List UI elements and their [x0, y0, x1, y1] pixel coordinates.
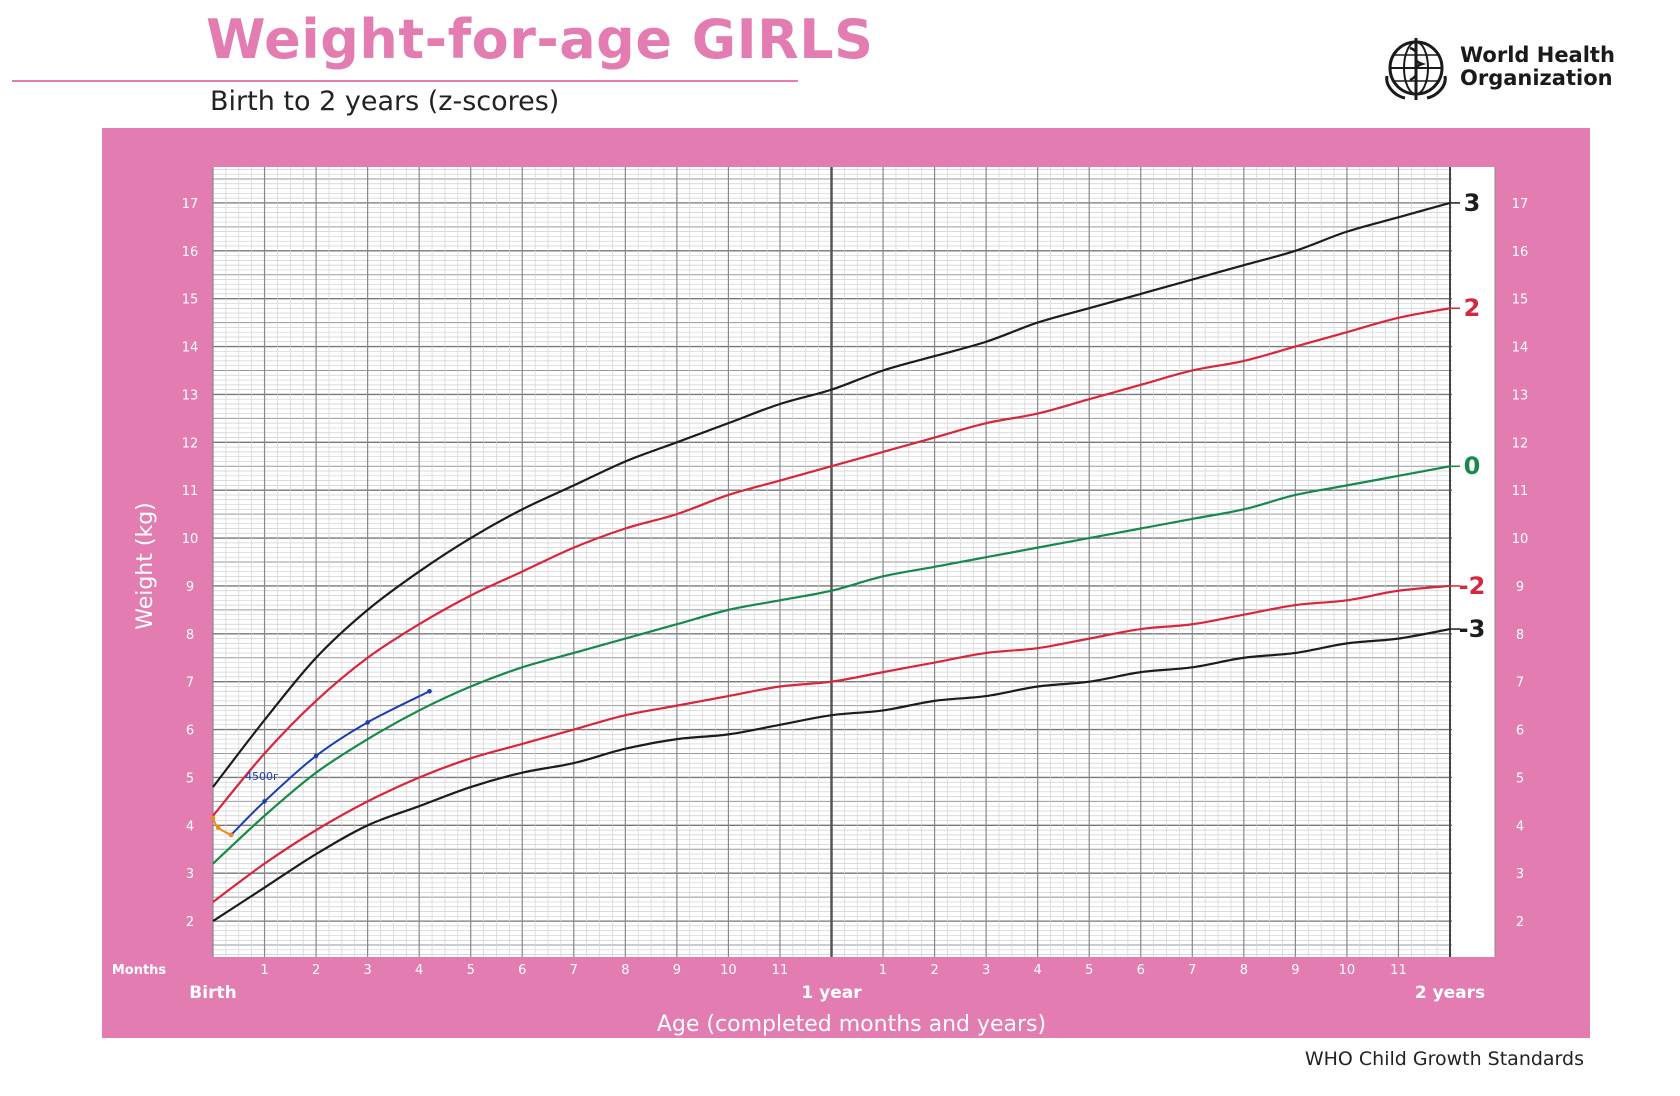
series-label: 3 — [1464, 189, 1481, 217]
x-tick-label: 8 — [621, 963, 629, 978]
y-tick-label-left: 14 — [182, 341, 199, 356]
who-emblem-icon — [1385, 38, 1447, 100]
y-tick-label-left: 17 — [182, 197, 199, 212]
x-tick-label: 3 — [982, 963, 990, 978]
x-tick-label: 4 — [1034, 963, 1042, 978]
page-title: Weight-for-age GIRLS — [206, 8, 874, 71]
org-name-line1: World Health — [1460, 43, 1615, 67]
measurement-point — [262, 799, 267, 804]
series-label: -2 — [1459, 572, 1486, 600]
series-line-z0 — [212, 465, 1451, 865]
series-line-z-2 — [212, 584, 1451, 903]
y-axis-label: Weight (kg) — [133, 502, 158, 630]
y-tick-label-right: 6 — [1516, 724, 1524, 739]
x-tick-label: 8 — [1240, 963, 1248, 978]
x-tick-label: 1 — [260, 963, 268, 978]
measurement-point — [210, 815, 216, 821]
series-line-z2 — [212, 307, 1451, 817]
org-name-line2: Organization — [1460, 66, 1613, 90]
y-tick-label-left: 15 — [182, 293, 199, 308]
measurement-point — [365, 720, 370, 725]
y-tick-label-right: 7 — [1516, 676, 1524, 691]
series-label: 2 — [1464, 294, 1481, 322]
y-tick-label-right: 2 — [1516, 915, 1524, 930]
x-tick-label-major: 1 year — [801, 983, 862, 1003]
x-tick-label: 7 — [1188, 963, 1196, 978]
footer-text: WHO Child Growth Standards — [1304, 1048, 1584, 1070]
y-tick-label-right: 9 — [1516, 580, 1524, 595]
x-tick-label: 5 — [1085, 963, 1093, 978]
x-unit-label: Months — [112, 963, 167, 978]
y-tick-label-left: 7 — [186, 676, 194, 691]
title-underline — [12, 80, 798, 82]
x-tick-label: 11 — [1390, 963, 1407, 978]
x-tick-label: 2 — [930, 963, 938, 978]
y-tick-label-left: 16 — [182, 245, 199, 260]
y-tick-label-left: 9 — [186, 580, 194, 595]
y-tick-label-left: 4 — [186, 819, 194, 834]
y-tick-label-left: 10 — [182, 532, 199, 547]
y-tick-label-right: 16 — [1512, 245, 1529, 260]
x-tick-label: 6 — [1137, 963, 1145, 978]
y-tick-label-right: 15 — [1512, 293, 1529, 308]
series-line-z-3 — [212, 627, 1451, 923]
y-tick-label-left: 3 — [186, 867, 194, 882]
x-tick-label: 10 — [720, 963, 737, 978]
chart-grid — [212, 167, 1496, 957]
org-name: World Health Organization — [1460, 44, 1660, 90]
y-tick-label-left: 2 — [186, 915, 194, 930]
x-tick-label: 11 — [772, 963, 789, 978]
x-tick-label-major: Birth — [189, 983, 236, 1003]
x-tick-label: 4 — [415, 963, 423, 978]
x-tick-label: 6 — [518, 963, 526, 978]
y-tick-label-right: 3 — [1516, 867, 1524, 882]
y-tick-label-left: 5 — [186, 771, 194, 786]
y-tick-label-right: 17 — [1512, 197, 1529, 212]
y-tick-label-right: 14 — [1512, 341, 1529, 356]
x-tick-label: 10 — [1339, 963, 1356, 978]
y-tick-label-left: 12 — [182, 436, 199, 451]
y-tick-label-left: 8 — [186, 628, 194, 643]
y-tick-label-left: 6 — [186, 724, 194, 739]
x-tick-label: 5 — [467, 963, 475, 978]
x-tick-label: 9 — [1291, 963, 1299, 978]
measurement-point — [313, 753, 319, 759]
x-tick-label-major: 2 years — [1415, 983, 1485, 1003]
chart-series — [212, 201, 1460, 923]
series-label: -3 — [1459, 615, 1486, 643]
y-tick-label-left: 11 — [182, 484, 199, 499]
y-tick-label-right: 5 — [1516, 771, 1524, 786]
y-tick-label-right: 11 — [1512, 484, 1529, 499]
y-tick-label-right: 10 — [1512, 532, 1529, 547]
x-tick-label: 7 — [570, 963, 578, 978]
y-tick-label-right: 8 — [1516, 628, 1524, 643]
x-axis-label: Age (completed months and years) — [657, 1012, 1046, 1037]
y-tick-label-left: 13 — [182, 388, 199, 403]
series-line-z3 — [212, 201, 1451, 788]
y-tick-label-right: 4 — [1516, 819, 1524, 834]
measurement-point — [228, 832, 234, 838]
measurement-point — [427, 688, 432, 694]
y-tick-label-right: 12 — [1512, 436, 1529, 451]
series-label: 0 — [1464, 452, 1481, 480]
page-subtitle: Birth to 2 years (z-scores) — [210, 86, 560, 117]
x-tick-label: 2 — [312, 963, 320, 978]
z-label-column — [1452, 167, 1495, 957]
measurement-point — [215, 825, 221, 831]
chart-measurements — [210, 688, 432, 838]
x-tick-label: 1 — [879, 963, 887, 978]
x-tick-label: 9 — [673, 963, 681, 978]
annotation-label: 4500г — [245, 770, 279, 783]
x-tick-label: 3 — [363, 963, 371, 978]
y-tick-label-right: 13 — [1512, 388, 1529, 403]
